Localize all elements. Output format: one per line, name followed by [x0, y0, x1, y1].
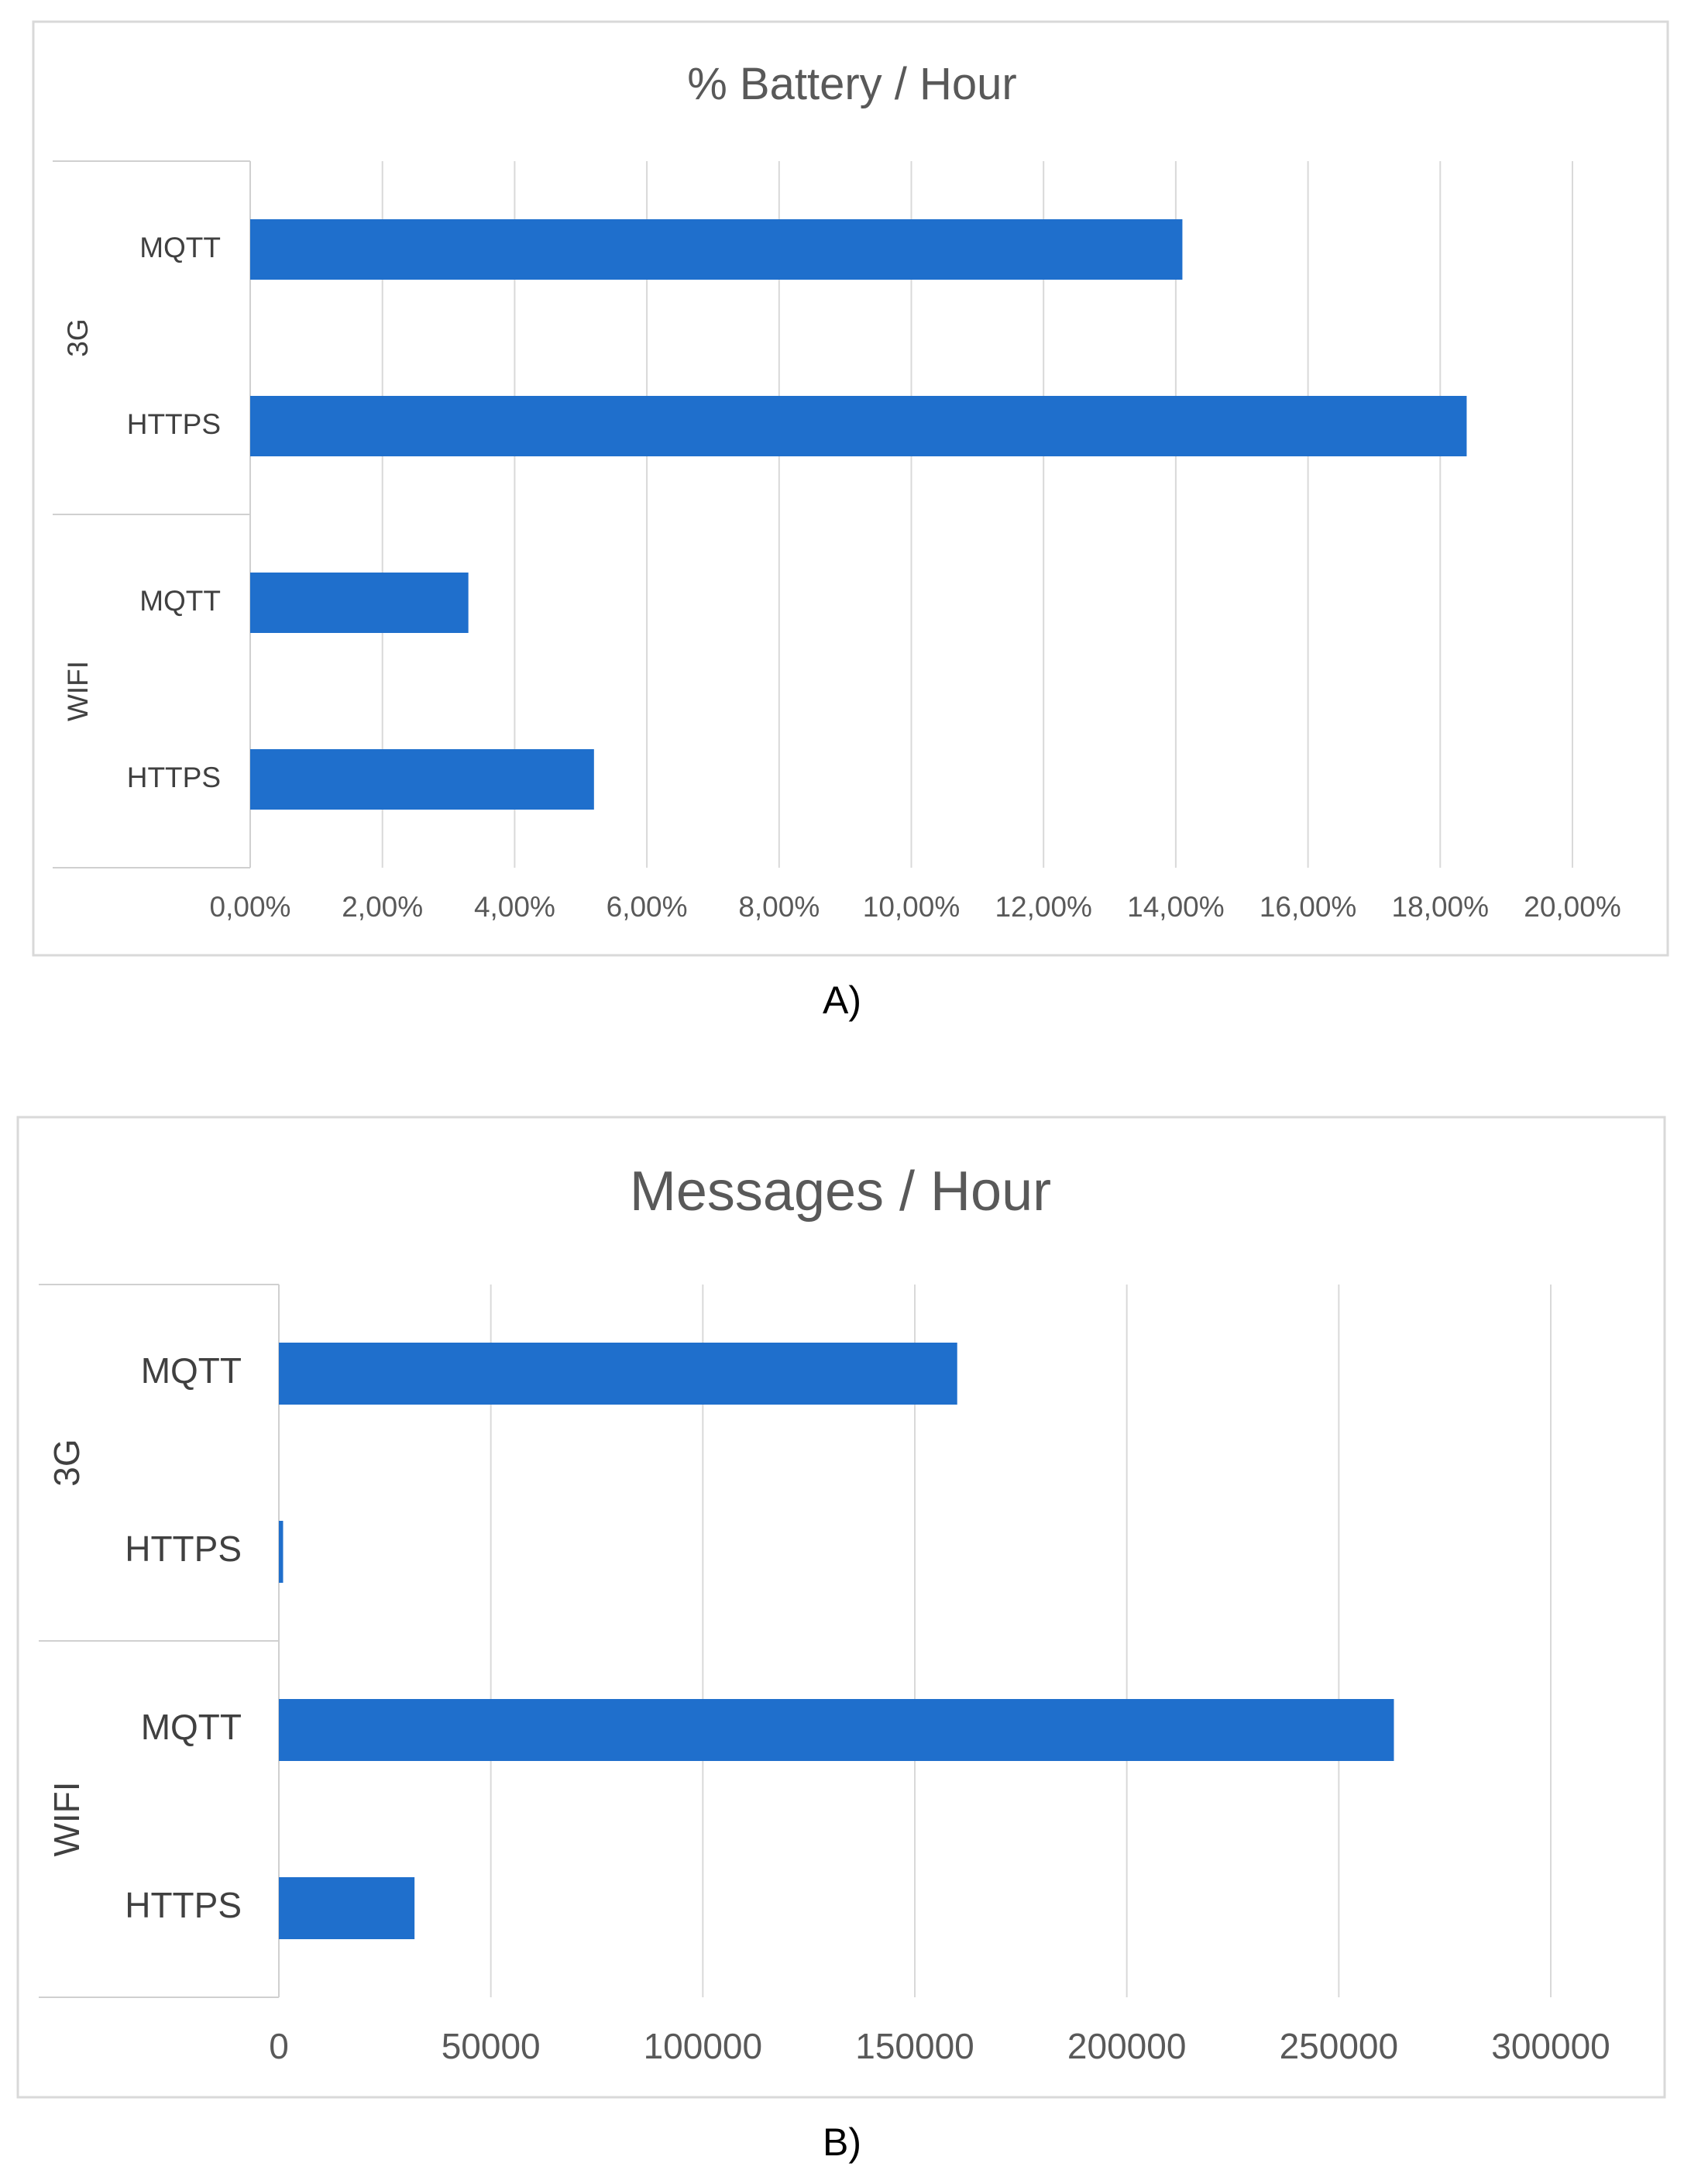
group-labels: 3G WIFI [46, 1439, 87, 1856]
group-label: WIFI [46, 1781, 87, 1856]
chart-title: Messages / Hour [630, 1161, 1051, 1223]
group-label: 3G [62, 318, 94, 356]
bars [250, 219, 1467, 810]
chart-a-caption: A) [823, 979, 861, 1022]
x-tick-label: 8,00% [738, 891, 820, 923]
x-tick-label: 16,00% [1260, 891, 1357, 923]
category-label: HTTPS [127, 762, 221, 793]
x-tick-labels: 0 50000 100000 150000 200000 250000 300000 [269, 2026, 1610, 2066]
x-tick-label: 0,00% [210, 891, 291, 923]
battery-chart: % Battery / Hour MQTT HTTPS MQTT HTTPS 3G WI… [32, 20, 1669, 957]
x-tick-label: 100000 [644, 2026, 763, 2066]
bar [279, 1877, 415, 1939]
x-tick-label: 10,00% [863, 891, 961, 923]
category-label: HTTPS [127, 408, 221, 440]
chart-frame [32, 20, 1669, 957]
group-labels: 3G WIFI [62, 318, 94, 721]
category-label: MQTT [139, 585, 221, 617]
x-tick-label: 12,00% [995, 891, 1092, 923]
x-tick-label: 20,00% [1524, 891, 1621, 923]
bar [279, 1521, 284, 1583]
group-label: WIFI [62, 661, 94, 721]
group-label: 3G [46, 1439, 87, 1486]
x-tick-label: 50000 [442, 2026, 541, 2066]
x-tick-label: 200000 [1067, 2026, 1187, 2066]
x-tick-label: 14,00% [1127, 891, 1225, 923]
bar [250, 749, 594, 810]
chart-title: % Battery / Hour [687, 59, 1016, 109]
category-label: HTTPS [125, 1529, 242, 1569]
x-tick-label: 6,00% [607, 891, 688, 923]
category-labels: MQTT HTTPS MQTT HTTPS [125, 1350, 242, 1925]
category-label: MQTT [139, 232, 221, 263]
x-tick-label: 300000 [1491, 2026, 1610, 2066]
bars [279, 1343, 1394, 1939]
bar [279, 1699, 1394, 1761]
x-tick-label: 150000 [855, 2026, 974, 2066]
x-tick-label: 0 [269, 2026, 289, 2066]
chart-b-caption: B) [823, 2120, 861, 2164]
x-tick-labels: 0,00% 2,00% 4,00% 6,00% 8,00% 10,00% 12,00% 14,… [210, 891, 1621, 923]
x-tick-label: 18,00% [1392, 891, 1490, 923]
bar [250, 219, 1183, 280]
messages-chart: Messages / Hour MQTT HTTPS MQTT HTTPS 3G WIF… [16, 1116, 1666, 2099]
bar [250, 396, 1467, 456]
x-tick-label: 250000 [1280, 2026, 1399, 2066]
category-labels: MQTT HTTPS MQTT HTTPS [127, 232, 221, 793]
category-label: HTTPS [125, 1885, 242, 1925]
x-tick-label: 4,00% [474, 891, 555, 923]
chart-frame [16, 1116, 1666, 2099]
bar [250, 573, 469, 633]
x-tick-label: 2,00% [342, 891, 423, 923]
category-label: MQTT [141, 1707, 242, 1747]
bar [279, 1343, 957, 1405]
category-label: MQTT [141, 1350, 242, 1391]
